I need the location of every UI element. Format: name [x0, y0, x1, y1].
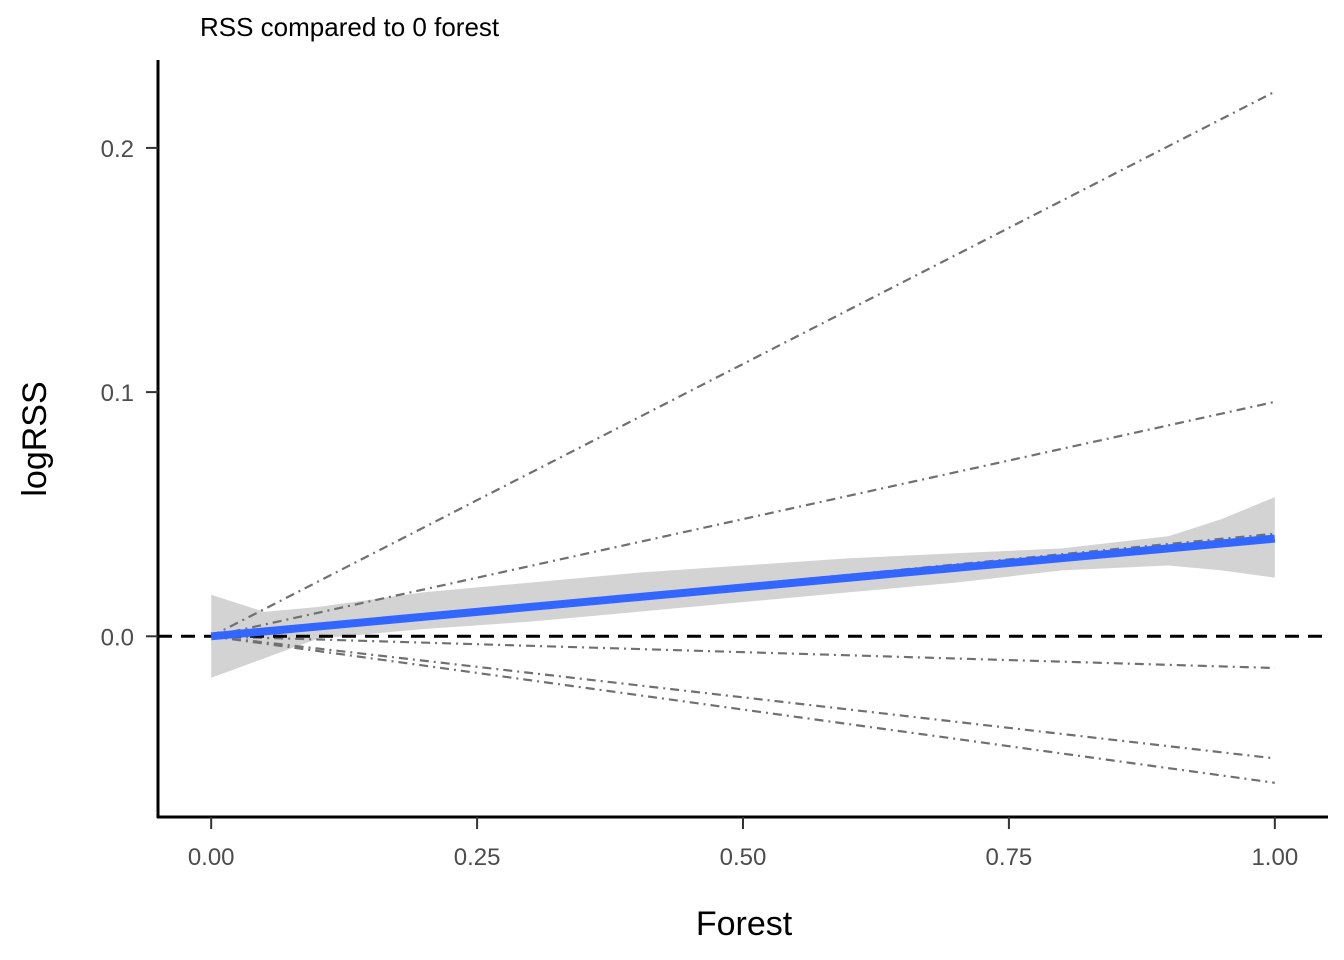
chart-title: RSS compared to 0 forest	[200, 12, 500, 42]
plot-area	[158, 90, 1328, 784]
x-axis-title: Forest	[696, 905, 793, 943]
individual-line-1	[210, 90, 1276, 638]
x-tick-label: 0.00	[188, 844, 235, 871]
individual-line-6	[211, 635, 1275, 784]
y-tick-label: 0.0	[101, 624, 134, 651]
individual-line-4	[211, 635, 1275, 670]
x-tick-label: 0.25	[454, 844, 501, 871]
y-tick-label: 0.1	[101, 380, 134, 407]
x-tick-label: 1.00	[1251, 844, 1298, 871]
x-tick-label: 0.75	[986, 844, 1033, 871]
individual-line-2	[210, 400, 1276, 638]
axes: 0.00 0.25 0.50 0.75 1.00 0.0 0.1 0.2	[101, 60, 1328, 871]
individual-line-5	[211, 635, 1275, 760]
y-tick-label: 0.2	[101, 136, 134, 163]
mean-line	[210, 534, 1276, 641]
x-tick-label: 0.50	[720, 844, 767, 871]
individual-line-3	[211, 532, 1275, 638]
y-axis-title: logRSS	[16, 381, 54, 496]
